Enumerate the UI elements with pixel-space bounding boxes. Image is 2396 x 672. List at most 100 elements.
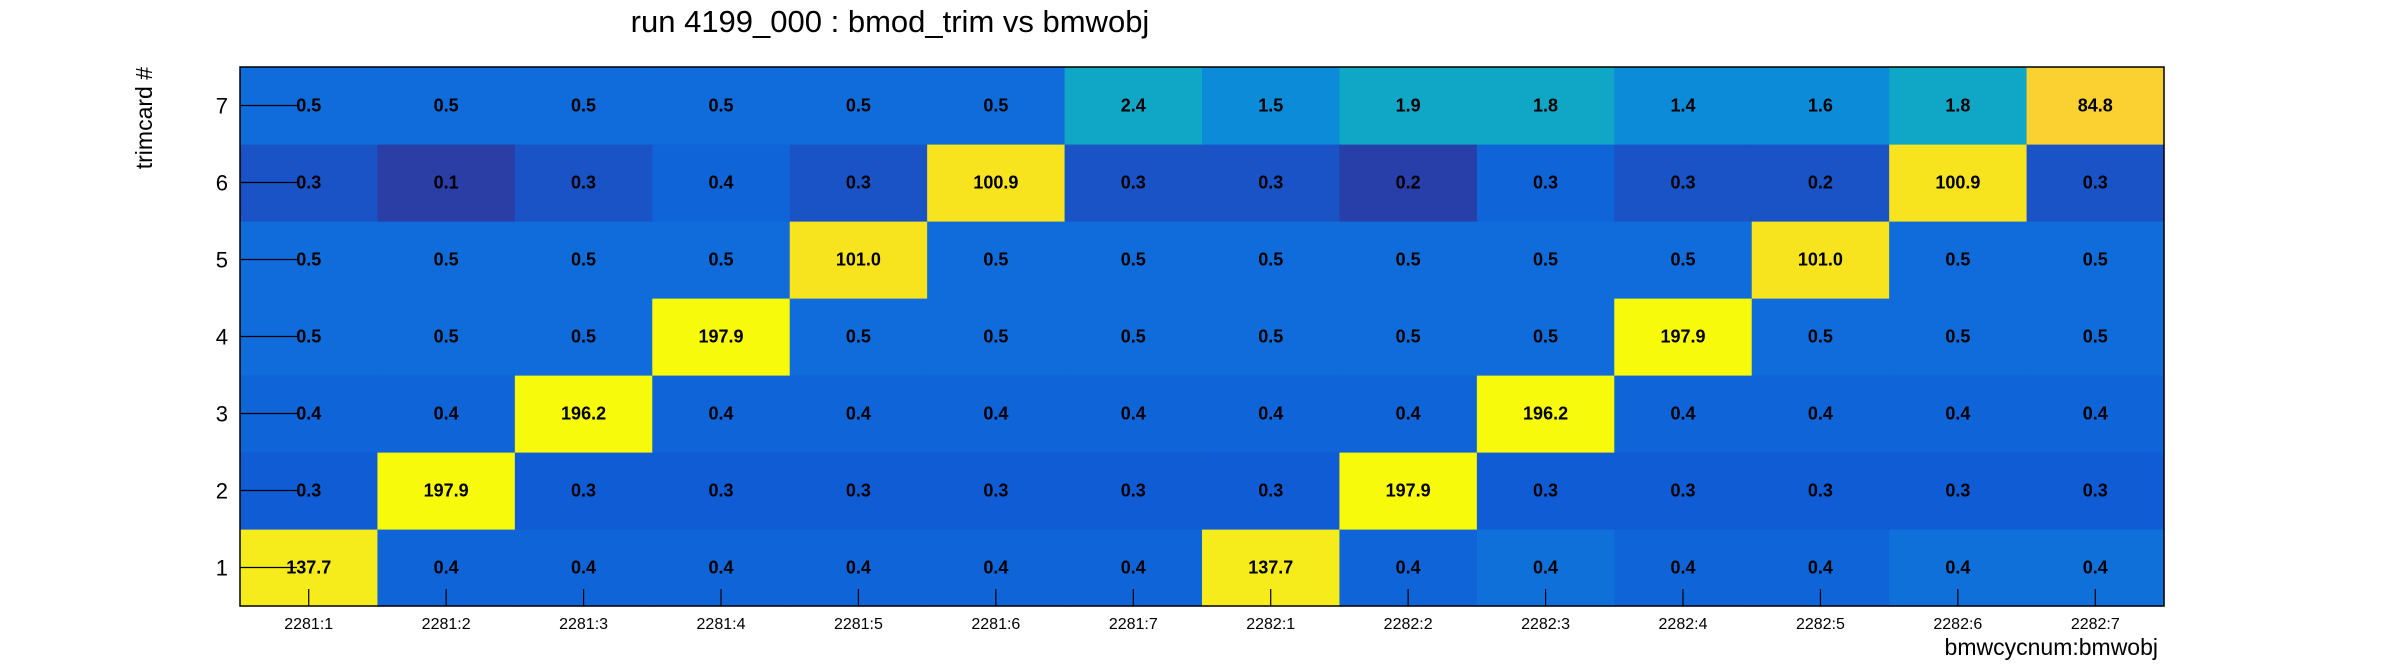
cell-value-label: 0.5 [434, 250, 459, 270]
cell-value-label: 0.5 [708, 250, 733, 270]
x-axis: 2281:1 2281:2 2281:3 2281:4 2281:5 2281:6 2281… [284, 589, 2120, 633]
heatmap-cell [789, 221, 928, 299]
cell-value-label: 0.4 [1396, 558, 1421, 578]
cell-value-label: 0.1 [434, 173, 459, 193]
heatmap-cell [377, 144, 516, 222]
cell-value-label: 0.4 [1945, 404, 1970, 424]
x-tick-label: 2281:7 [1109, 616, 1158, 633]
heatmap-cell [1476, 298, 1615, 376]
cell-value-label: 0.4 [708, 404, 733, 424]
cell-value-label: 0.5 [296, 327, 321, 347]
cell-value-label: 0.3 [1258, 173, 1283, 193]
cell-value-label: 137.7 [286, 558, 331, 578]
cell-value-label: 197.9 [1386, 481, 1431, 501]
heatmap-cell [514, 221, 653, 299]
x-tick-label: 2282:7 [2071, 616, 2120, 633]
cell-value-label: 0.5 [2083, 327, 2108, 347]
cell-value-label: 0.4 [708, 173, 733, 193]
cell-value-label: 84.8 [2078, 96, 2113, 116]
cell-value-label: 0.4 [2083, 558, 2108, 578]
heatmap-cell [1614, 298, 1753, 376]
heatmap-cell [1476, 375, 1615, 453]
cell-value-label: 1.9 [1396, 96, 1421, 116]
heatmap-cell [652, 144, 791, 222]
cell-value-label: 0.4 [2083, 404, 2108, 424]
heatmap-cell [2026, 452, 2165, 530]
cell-value-label: 0.5 [571, 250, 596, 270]
cell-value-label: 0.4 [434, 404, 459, 424]
cell-value-label: 2.4 [1121, 96, 1146, 116]
heatmap-cell [1476, 452, 1615, 530]
chart-title: run 4199_000 : bmod_trim vs bmwobj [631, 4, 1150, 39]
cell-value-label: 0.5 [846, 327, 871, 347]
x-tick-label: 2281:4 [697, 616, 746, 633]
cell-value-label: 0.3 [1258, 481, 1283, 501]
cell-value-label: 0.4 [1396, 404, 1421, 424]
heatmap-cell [927, 375, 1066, 453]
heatmap-cell [514, 144, 653, 222]
cell-value-label: 0.5 [1533, 250, 1558, 270]
cell-value-label: 0.5 [2083, 250, 2108, 270]
cell-value-label: 0.5 [1396, 327, 1421, 347]
cell-value-label: 0.5 [1396, 250, 1421, 270]
y-tick-label: 4 [216, 325, 228, 350]
heatmap-cell [1339, 452, 1478, 530]
heatmap-cell [1202, 67, 1341, 145]
y-tick-label: 2 [216, 479, 228, 504]
heatmap-cell [2026, 298, 2165, 376]
cell-value-label: 100.9 [973, 173, 1018, 193]
x-tick-label: 2281:5 [834, 616, 883, 633]
cell-value-label: 0.3 [846, 173, 871, 193]
x-tick-label: 2282:5 [1796, 616, 1845, 633]
y-tick-label: 5 [216, 248, 228, 273]
heatmap-cell [1614, 221, 1753, 299]
heatmap-cell [1751, 144, 1890, 222]
heatmap-cell [377, 375, 516, 453]
heatmap-cell [1064, 298, 1203, 376]
cell-value-label: 0.4 [1670, 558, 1695, 578]
cell-value-label: 1.5 [1258, 96, 1283, 116]
cell-value-label: 197.9 [1660, 327, 1705, 347]
cell-value-label: 0.5 [1808, 327, 1833, 347]
cell-value-label: 0.4 [1121, 404, 1146, 424]
x-tick-label: 2282:1 [1246, 616, 1295, 633]
cell-value-label: 0.4 [846, 404, 871, 424]
x-tick-label: 2282:6 [1933, 616, 1982, 633]
cell-value-label: 0.5 [1945, 250, 1970, 270]
heatmap-cell [789, 298, 928, 376]
cell-value-label: 0.3 [1121, 173, 1146, 193]
heatmap-cell [1476, 144, 1615, 222]
cell-value-label: 0.4 [296, 404, 321, 424]
x-tick-label: 2282:2 [1384, 616, 1433, 633]
heatmap-cell [514, 298, 653, 376]
heatmap-cell [514, 67, 653, 145]
heatmap-cell [1889, 298, 2028, 376]
cell-value-label: 0.5 [846, 96, 871, 116]
cell-value-label: 197.9 [698, 327, 743, 347]
heatmap-cell [1889, 67, 2028, 145]
cell-value-label: 197.9 [424, 481, 469, 501]
cell-value-label: 0.3 [2083, 173, 2108, 193]
heatmap-cell [1889, 221, 2028, 299]
cell-value-label: 0.3 [983, 481, 1008, 501]
cell-value-label: 1.8 [1945, 96, 1970, 116]
heatmap-cell [2026, 221, 2165, 299]
x-tick-label: 2281:3 [559, 616, 608, 633]
cell-value-label: 1.8 [1533, 96, 1558, 116]
cell-value-label: 0.4 [1670, 404, 1695, 424]
heatmap-cell [652, 221, 791, 299]
cell-value-label: 100.9 [1935, 173, 1980, 193]
heatmap-cell [1476, 67, 1615, 145]
cell-value-label: 0.4 [1808, 404, 1833, 424]
heatmap-cell [1751, 298, 1890, 376]
cell-value-label: 0.5 [296, 96, 321, 116]
heatmap-cells [240, 67, 2165, 607]
x-tick-label: 2281:6 [971, 616, 1020, 633]
heatmap-cell [1064, 221, 1203, 299]
heatmap-cell [1202, 221, 1341, 299]
cell-value-label: 0.4 [708, 558, 733, 578]
y-tick-label: 1 [216, 556, 228, 581]
cell-value-label: 0.5 [1258, 327, 1283, 347]
heatmap-cell [1202, 452, 1341, 530]
heatmap-cell [1889, 375, 2028, 453]
